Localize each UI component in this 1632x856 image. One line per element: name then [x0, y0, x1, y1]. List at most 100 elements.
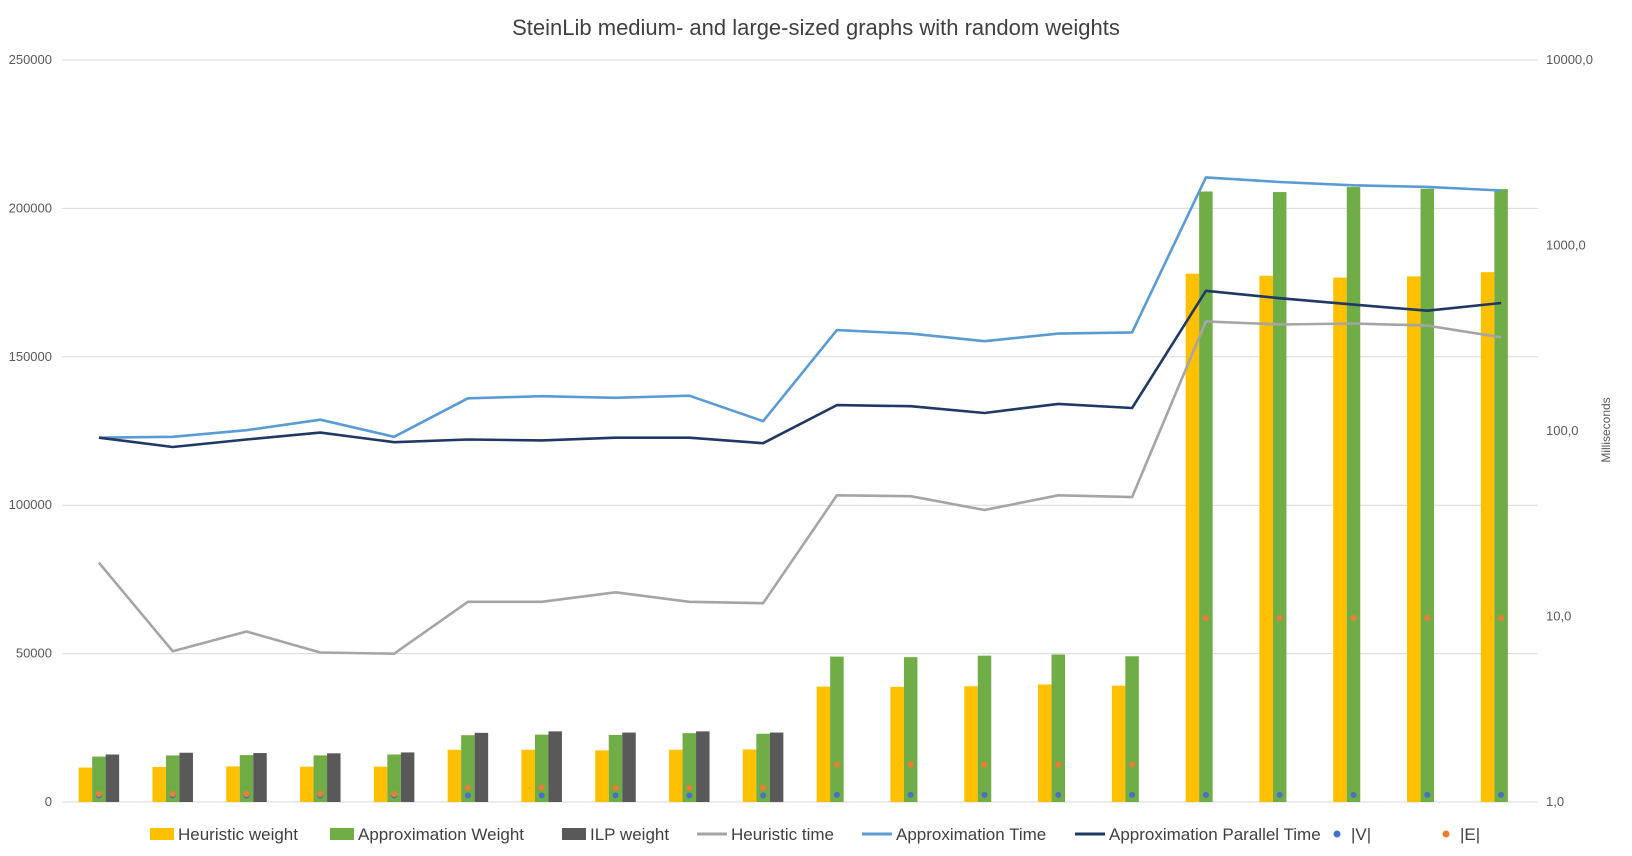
- point-v: [833, 791, 840, 798]
- left-tick-label: 150000: [9, 349, 52, 364]
- bar-heuristic-weight: [1259, 275, 1273, 803]
- left-tick-label: 250000: [9, 52, 52, 67]
- point-e: [317, 790, 324, 797]
- point-e: [1276, 614, 1283, 621]
- point-v: [538, 792, 545, 799]
- legend-ilp-weight: ILP weight: [562, 825, 669, 844]
- bar-approximation-weight: [608, 734, 623, 802]
- bar-approximation-weight: [165, 755, 180, 802]
- point-v: [686, 792, 693, 799]
- point-v: [1424, 791, 1431, 798]
- point-layer: [95, 614, 1505, 799]
- point-v: [612, 792, 619, 799]
- legend-label: |V|: [1351, 825, 1371, 844]
- point-e: [686, 784, 693, 791]
- point-v: [1129, 791, 1136, 798]
- bar-approximation-weight: [1125, 656, 1139, 802]
- legend-swatch: [1333, 830, 1341, 838]
- point-e: [981, 761, 988, 768]
- point-e: [1498, 614, 1505, 621]
- bar-ilp-weight: [253, 753, 267, 802]
- bar-heuristic-weight: [1185, 273, 1200, 802]
- bar-ilp-weight: [105, 754, 120, 802]
- line-heuristic-time: [97, 320, 1502, 656]
- right-tick-label: 1,0: [1546, 794, 1564, 809]
- bar-heuristic-weight: [300, 766, 314, 802]
- bar-heuristic-weight: [964, 686, 978, 802]
- point-v: [760, 792, 767, 799]
- legend-label: ILP weight: [590, 825, 669, 844]
- legend-swatch: [562, 828, 586, 840]
- bar-ilp-weight: [474, 732, 489, 802]
- bar-approximation-weight: [977, 655, 992, 802]
- bar-heuristic-weight: [742, 749, 757, 802]
- bar-approximation-weight: [534, 734, 549, 802]
- line-approximation-time: [98, 176, 1502, 439]
- bar-approximation-weight: [1346, 187, 1361, 802]
- point-e: [243, 790, 250, 797]
- legend-approximation-time: Approximation Time: [862, 825, 1046, 844]
- legend-label: Approximation Parallel Time: [1109, 825, 1321, 844]
- point-e: [95, 790, 102, 797]
- bar-ilp-weight: [622, 732, 636, 802]
- bar-heuristic-weight: [447, 749, 462, 802]
- bar-ilp-weight: [548, 731, 562, 802]
- bar-heuristic-weight: [521, 749, 535, 802]
- legend-swatch: [330, 828, 354, 840]
- bar-approximation-weight: [1420, 188, 1435, 802]
- legend-approximation-parallel-time: Approximation Parallel Time: [1075, 825, 1321, 844]
- bar-heuristic-weight: [669, 749, 683, 802]
- right-tick-label: 1000,0: [1546, 238, 1586, 253]
- bar-approximation-weight: [830, 656, 844, 802]
- point-v: [1202, 791, 1209, 798]
- bar-ilp-weight: [696, 731, 710, 802]
- point-v: [1055, 791, 1062, 798]
- point-e: [1055, 761, 1062, 768]
- legend-swatch: [1442, 830, 1450, 838]
- bar-approximation-weight: [1051, 654, 1066, 802]
- bar-heuristic-weight: [152, 766, 166, 802]
- point-v: [1498, 791, 1505, 798]
- point-v: [1276, 791, 1283, 798]
- bar-heuristic-weight: [78, 767, 93, 802]
- bar-heuristic-weight: [1480, 272, 1495, 802]
- bar-approximation-weight: [682, 733, 697, 802]
- legend-label: |E|: [1460, 825, 1480, 844]
- bar-heuristic-weight: [890, 686, 904, 802]
- bar-ilp-weight: [400, 752, 415, 802]
- legend: Heuristic weight Approximation Weight ILP …: [150, 825, 1480, 844]
- bar-approximation-weight: [903, 657, 918, 802]
- legend-swatch: [150, 828, 174, 840]
- bar-heuristic-weight: [1038, 684, 1052, 802]
- line-approximation-parallel-time: [98, 289, 1502, 449]
- right-tick-label: 100,0: [1546, 423, 1579, 438]
- left-tick-label: 200000: [9, 200, 52, 215]
- point-e: [1424, 614, 1431, 621]
- point-e: [907, 761, 914, 768]
- point-e: [169, 790, 176, 797]
- point-e: [1129, 761, 1136, 768]
- bar-heuristic-weight: [1407, 276, 1421, 802]
- legend-e: |E|: [1442, 825, 1480, 844]
- bar-approximation-weight: [756, 733, 770, 802]
- bar-approximation-weight: [1272, 192, 1287, 803]
- bar-approximation-weight: [1494, 189, 1508, 802]
- left-tick-label: 0: [45, 794, 52, 809]
- bar-heuristic-weight: [1111, 685, 1126, 802]
- gridlines: [62, 59, 1538, 803]
- legend-heuristic-time: Heuristic time: [697, 825, 834, 844]
- bar-heuristic-weight: [816, 686, 831, 802]
- bar-heuristic-weight: [595, 750, 609, 802]
- legend-label: Heuristic weight: [178, 825, 298, 844]
- left-axis: 0 50000 100000 150000 200000 250000: [9, 52, 52, 809]
- right-tick-label: 10,0: [1546, 609, 1571, 624]
- legend-label: Heuristic time: [731, 825, 834, 844]
- legend-v: |V|: [1333, 825, 1371, 844]
- point-e: [1350, 614, 1357, 621]
- point-e: [464, 784, 471, 791]
- bar-heuristic-weight: [226, 766, 240, 802]
- bar-layer: [78, 187, 1508, 803]
- point-e: [391, 790, 398, 797]
